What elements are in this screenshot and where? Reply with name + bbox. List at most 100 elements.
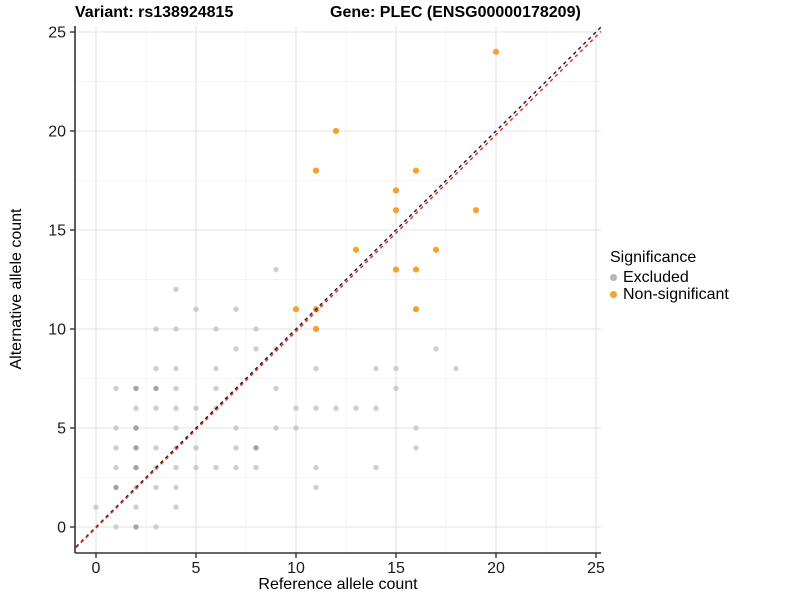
data-point <box>173 385 179 392</box>
data-point <box>313 464 319 471</box>
data-point <box>413 425 419 431</box>
data-point <box>253 445 259 451</box>
data-point <box>153 484 159 491</box>
data-point <box>213 365 219 372</box>
data-point <box>213 326 219 332</box>
data-point <box>253 346 259 352</box>
data-point <box>433 346 439 352</box>
data-point <box>133 405 139 411</box>
data-point <box>392 187 400 194</box>
y-tick-label: 5 <box>57 421 66 438</box>
plot-title-variant: Variant: rs138924815 <box>75 4 234 21</box>
data-point <box>113 425 119 431</box>
reference-lines <box>75 26 601 550</box>
data-point <box>373 464 379 471</box>
data-point <box>392 266 400 273</box>
data-point <box>173 326 179 332</box>
data-point <box>133 504 139 510</box>
series-non-significant <box>292 48 500 333</box>
data-point <box>173 464 179 471</box>
data-point <box>113 445 119 451</box>
data-point <box>173 286 179 293</box>
data-point <box>453 365 459 372</box>
data-point <box>193 445 199 451</box>
data-point <box>133 524 139 530</box>
legend-item-excluded: Excluded <box>610 269 729 286</box>
data-point <box>253 326 259 332</box>
data-point <box>213 385 219 392</box>
x-tick-label: 0 <box>92 560 101 577</box>
data-point <box>153 365 159 372</box>
data-point <box>432 246 440 253</box>
data-point <box>373 365 379 372</box>
data-point <box>113 524 119 530</box>
data-point <box>353 405 359 411</box>
x-tick-label: 10 <box>287 560 305 577</box>
data-point <box>153 524 159 530</box>
data-point <box>113 385 119 392</box>
data-point <box>233 445 239 451</box>
series-excluded <box>93 266 459 530</box>
data-point <box>153 445 159 451</box>
data-point <box>113 484 119 491</box>
x-axis-title: Reference allele count <box>258 576 418 593</box>
data-point <box>373 405 379 411</box>
x-tick-label: 15 <box>387 560 405 577</box>
data-point <box>292 306 300 313</box>
x-tick-label: 20 <box>487 560 505 577</box>
data-point <box>313 365 319 372</box>
x-tick-label: 25 <box>587 560 605 577</box>
data-point <box>253 464 259 471</box>
data-point <box>392 207 400 214</box>
data-point <box>173 365 179 372</box>
data-point <box>313 405 319 411</box>
data-point <box>193 306 199 312</box>
data-point <box>153 405 159 411</box>
data-point <box>133 385 139 392</box>
data-point <box>213 464 219 471</box>
axes <box>74 26 601 554</box>
data-point <box>173 504 179 510</box>
data-point <box>312 325 320 333</box>
data-point <box>393 385 399 392</box>
data-point <box>173 425 179 431</box>
data-point <box>153 385 159 392</box>
data-point <box>133 425 139 431</box>
data-point <box>492 48 500 55</box>
data-point <box>133 464 139 471</box>
data-point <box>332 127 340 135</box>
data-point <box>233 306 239 312</box>
data-point <box>233 425 239 431</box>
data-point <box>312 167 320 174</box>
data-point <box>273 266 279 273</box>
data-point <box>113 464 119 471</box>
identity-line <box>75 26 601 549</box>
data-point <box>293 425 299 431</box>
data-point <box>472 207 480 214</box>
data-point <box>293 405 299 411</box>
y-tick-label: 10 <box>48 322 66 339</box>
legend-item-label: Non-significant <box>623 285 729 303</box>
data-point <box>352 246 360 253</box>
plot-title-gene: Gene: PLEC (ENSG00000178209) <box>330 4 581 21</box>
y-tick-label: 15 <box>48 223 66 240</box>
legend: Significance Excluded Non-significant <box>610 249 729 303</box>
y-tick-label: 20 <box>48 124 66 141</box>
gridlines <box>75 26 601 553</box>
x-tick-label: 5 <box>192 560 201 577</box>
tick-marks: 0 5 10 15 20 25 0 5 10 15 20 25 <box>48 25 605 578</box>
y-tick-label: 0 <box>57 520 66 537</box>
y-axis-title: Alternative allele count <box>8 208 25 370</box>
legend-item-label: Excluded <box>623 268 689 286</box>
data-point <box>393 365 399 372</box>
data-point <box>412 167 420 174</box>
excluded-dot-icon <box>610 274 617 281</box>
data-point <box>193 464 199 471</box>
data-point <box>173 484 179 491</box>
data-point <box>173 405 179 411</box>
data-point <box>233 346 239 352</box>
legend-item-non-significant: Non-significant <box>610 286 729 303</box>
data-point <box>333 405 339 411</box>
